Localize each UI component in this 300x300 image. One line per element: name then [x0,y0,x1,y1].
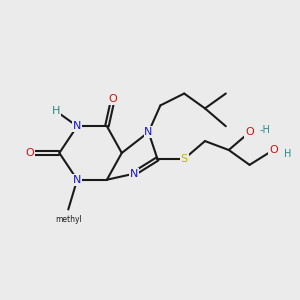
Text: methyl: methyl [55,215,82,224]
Text: H: H [284,148,291,159]
Text: H: H [52,106,61,116]
Text: N: N [144,127,153,137]
Text: N: N [73,175,81,185]
Text: N: N [130,169,138,179]
Text: O: O [109,94,117,104]
Text: N: N [73,121,81,131]
Text: -H: -H [260,125,271,135]
Text: S: S [181,154,188,164]
Text: O: O [25,148,34,158]
Text: O: O [269,145,278,155]
Text: O: O [245,127,254,137]
